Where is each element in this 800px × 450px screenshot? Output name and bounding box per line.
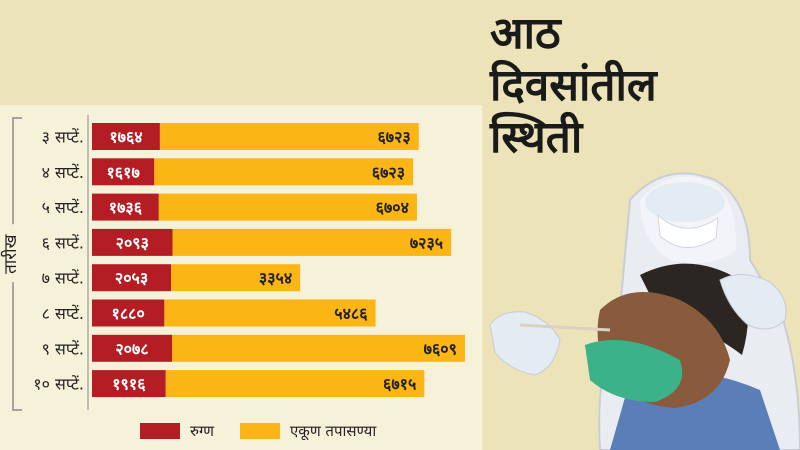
bar-patients — [92, 123, 160, 150]
date-label: ५ सप्टें. — [42, 198, 84, 217]
y-axis-label: तारीख — [0, 233, 21, 273]
value-label-patients: १७६४ — [109, 128, 142, 147]
health-worker-swab-test-illustration — [480, 140, 800, 450]
bar-tests — [164, 299, 376, 327]
face-mask — [657, 213, 719, 248]
bars — [92, 123, 465, 398]
value-label-patients: २०५३ — [115, 269, 148, 288]
chart-frame — [6, 115, 89, 411]
value-label-patients: १८८० — [112, 304, 145, 323]
patient-mask — [585, 340, 683, 402]
date-label: ६ सप्टें. — [42, 233, 84, 252]
glove-left — [489, 311, 561, 376]
legend: रुग्ण एकूण तपासण्या — [140, 422, 377, 441]
value-label-patients: २०७८ — [115, 339, 148, 358]
headline: आठ दिवसांतील स्थिती — [490, 8, 790, 164]
headline-line-3: स्थिती — [490, 112, 583, 163]
value-label-tests: ७२३५ — [410, 233, 443, 252]
chart-panel: तारीख ३ सप्टें. १७६४ ६७२३ ४ सप्टें. १६१७ ६७२३ ५… — [0, 105, 482, 450]
axis-label-gap — [6, 224, 26, 283]
headline-line-2: दिवसांतील — [490, 60, 657, 111]
value-label-tests: ६७२३ — [372, 163, 405, 182]
bar-tests — [171, 264, 301, 292]
bar-patients — [92, 158, 155, 186]
bar-patients — [92, 370, 166, 398]
value-label-tests: ३३५४ — [259, 269, 292, 288]
value-label-patients: १९१६ — [112, 375, 146, 394]
value-label-tests: ६७१५ — [383, 375, 416, 394]
value-label-patients: १७३६ — [109, 198, 143, 217]
bar-chart: तारीख ३ सप्टें. १७६४ ६७२३ ४ सप्टें. १६१७ ६७२३ ५… — [0, 115, 465, 441]
legend-label-patients: रुग्ण — [190, 422, 215, 440]
bar-tests — [172, 334, 465, 362]
legend-label-tests: एकूण तपासण्या — [290, 422, 377, 441]
bar-tests — [154, 158, 414, 186]
legend-swatch-tests — [240, 423, 280, 439]
bar-patients — [92, 334, 173, 362]
value-label-patients: १६१७ — [106, 163, 139, 182]
date-label: १० सप्टें. — [33, 375, 84, 394]
headline-line-1: आठ — [490, 8, 561, 59]
value-label-tests: ७६०९ — [424, 339, 457, 358]
bar-tests — [158, 193, 417, 221]
bar-tests — [165, 370, 425, 398]
legend-swatch-patients — [140, 423, 180, 439]
glove-right — [719, 274, 787, 330]
date-label: ८ सप्टें. — [42, 304, 84, 323]
swab-stick — [519, 323, 611, 332]
date-label: ९ सप्टें. — [42, 339, 84, 358]
value-label-patients: २०९३ — [116, 233, 149, 252]
bar-patients — [92, 299, 165, 327]
bar-patients — [92, 264, 172, 292]
bar-patients — [92, 193, 159, 221]
date-label: ७ सप्टें. — [42, 269, 84, 288]
bar-tests — [159, 123, 419, 150]
value-label-tests: ५४८६ — [334, 304, 368, 323]
value-label-tests: ६७२३ — [377, 128, 410, 147]
bar-tests — [172, 228, 452, 256]
face-shield — [645, 182, 725, 222]
date-label: ४ सप्टें. — [42, 163, 84, 182]
labels: तारीख ३ सप्टें. १७६४ ६७२३ ४ सप्टें. १६१७ ६७२३ ५… — [0, 128, 457, 394]
date-label: ३ सप्टें. — [42, 128, 84, 147]
value-label-tests: ६७०४ — [376, 198, 409, 217]
bar-patients — [92, 228, 173, 256]
